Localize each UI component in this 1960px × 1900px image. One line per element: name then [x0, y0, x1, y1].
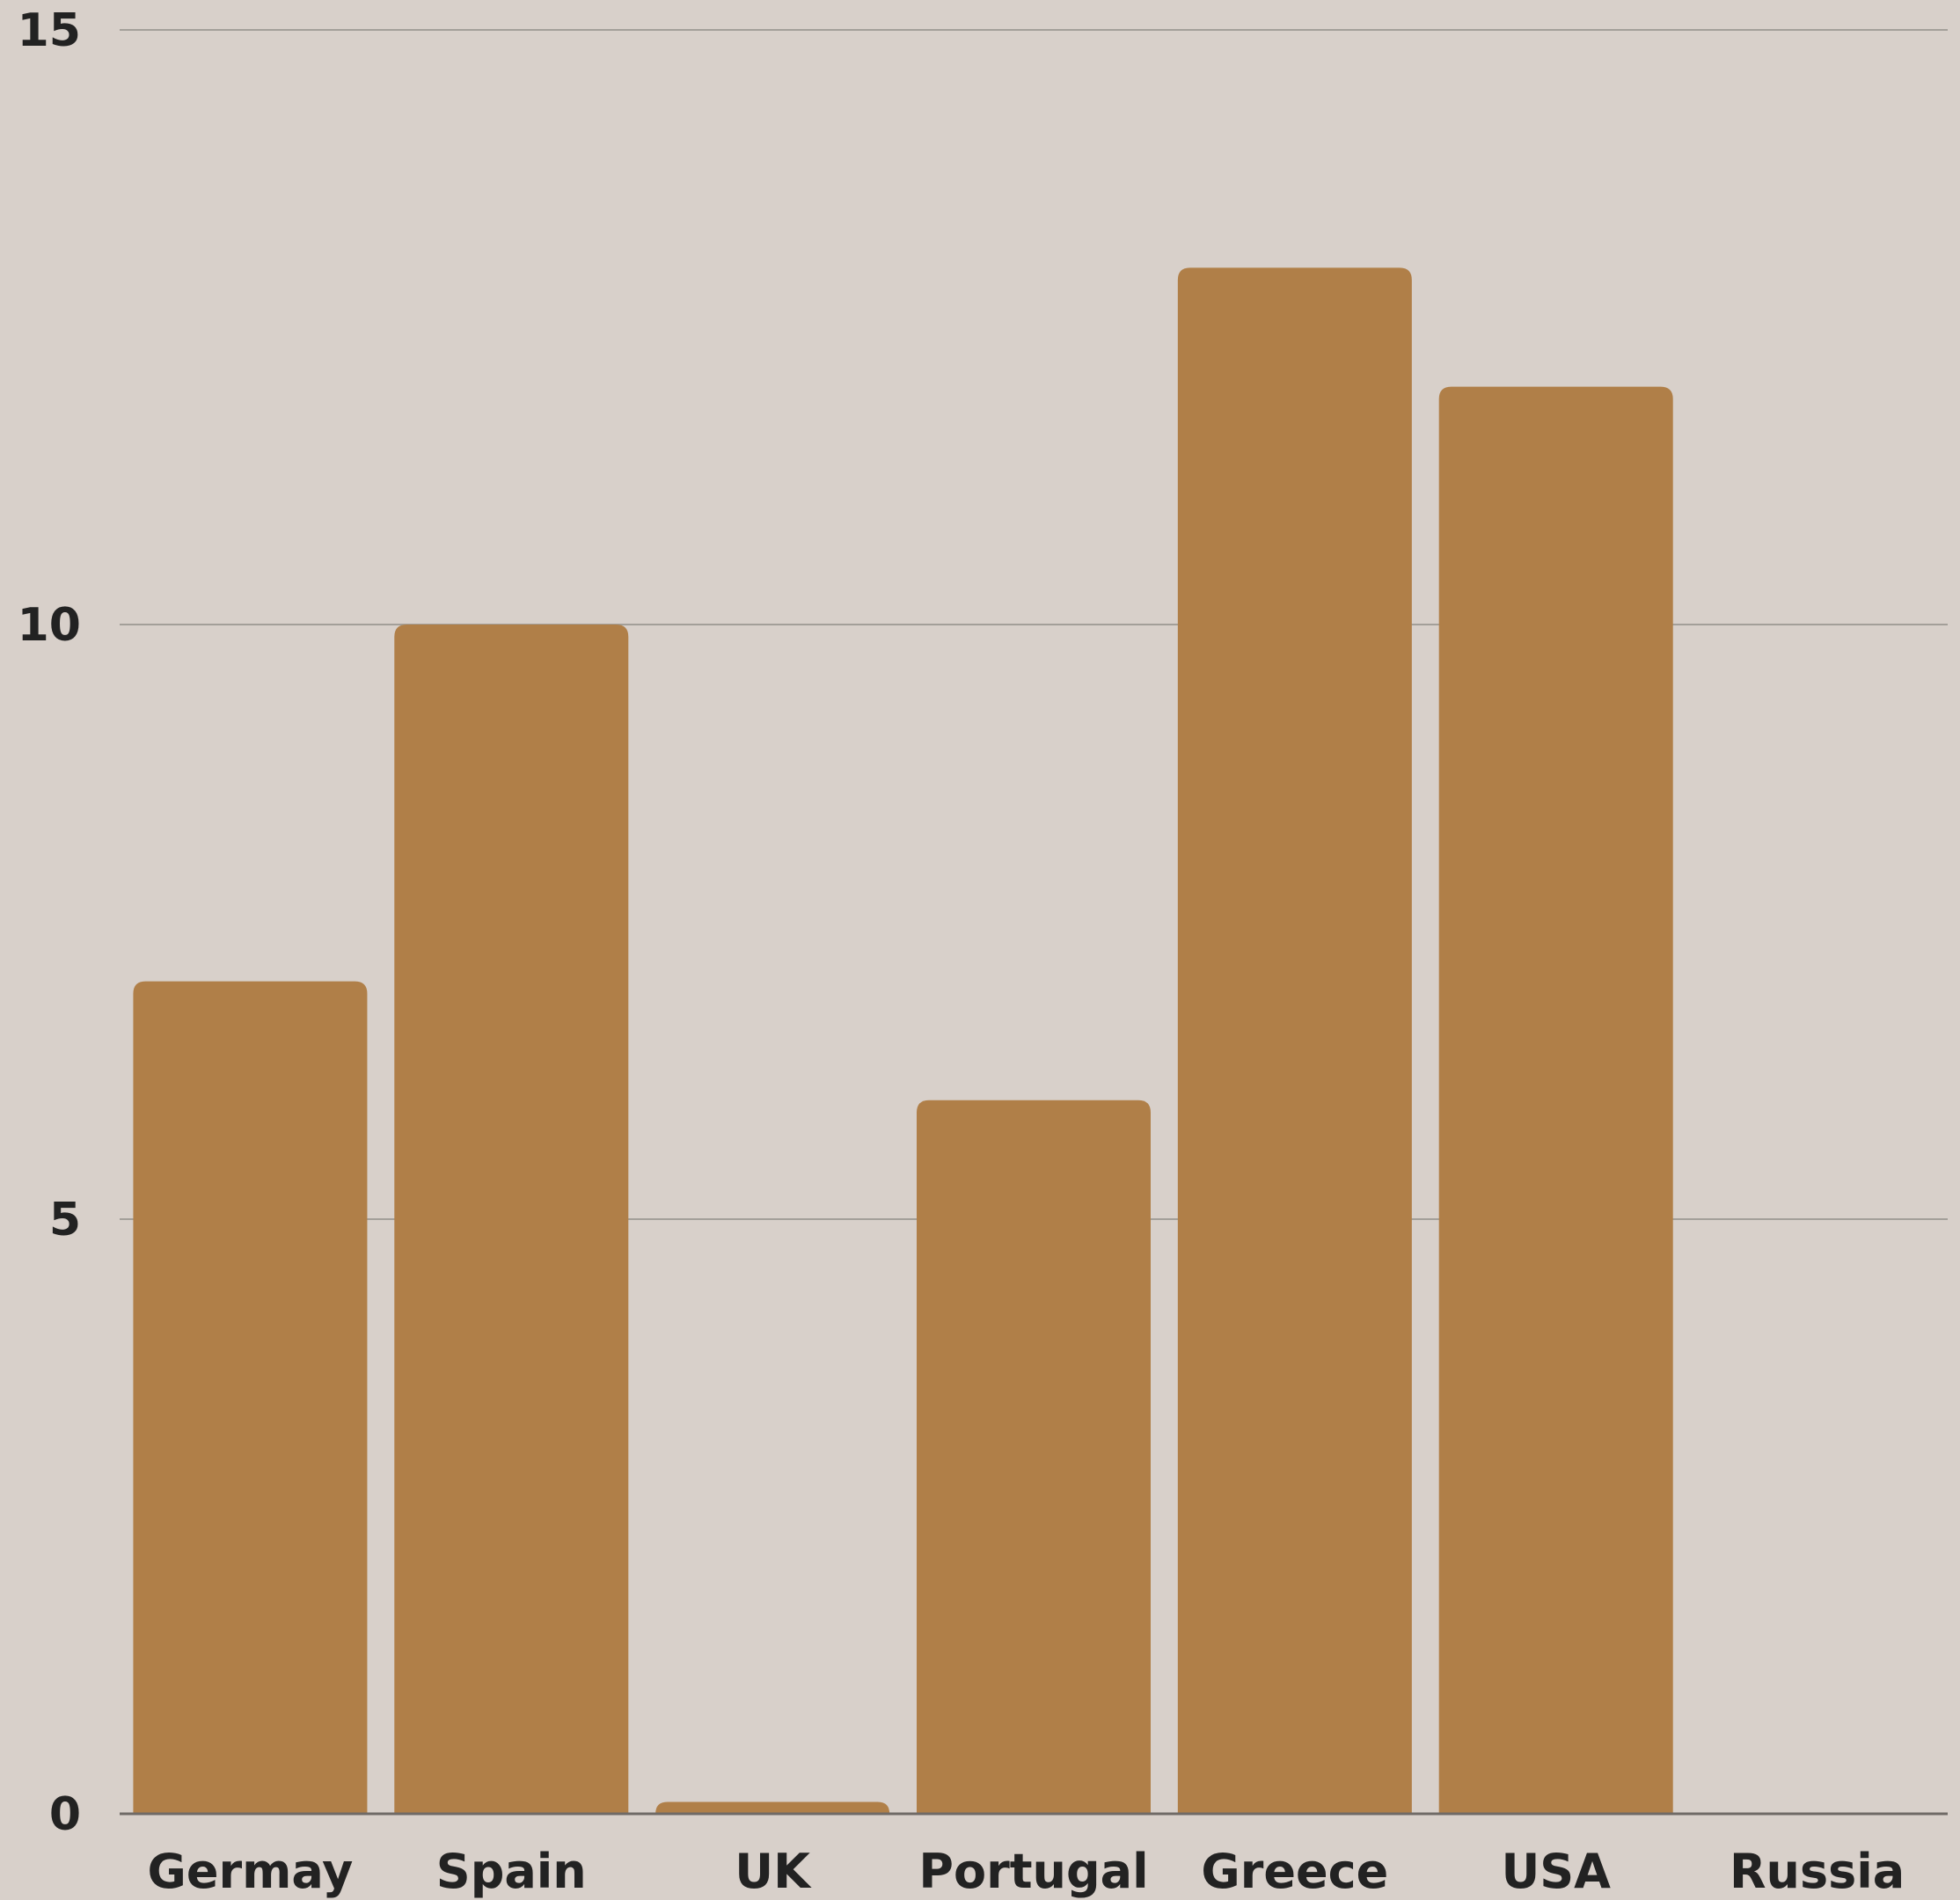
- bar-germay: [133, 981, 368, 1814]
- x-tick-label: Germay: [148, 1844, 354, 1899]
- bar-portugal: [917, 1100, 1151, 1814]
- x-tick-label: Portugal: [918, 1844, 1148, 1899]
- x-tick-label: Russia: [1730, 1844, 1905, 1899]
- y-tick-label: 5: [49, 1194, 81, 1246]
- bar-greece: [1177, 267, 1412, 1814]
- x-tick-label: Spain: [436, 1844, 587, 1899]
- x-tick-labels: Germay Spain UK Portugal Greece USA Russia: [148, 1844, 1905, 1899]
- grid-lines: [120, 29, 1948, 1220]
- x-tick-label: USA: [1501, 1844, 1611, 1899]
- y-tick-label: 15: [18, 4, 81, 57]
- bars: [133, 267, 1673, 1815]
- y-tick-label: 10: [18, 599, 81, 652]
- bar-uk: [655, 1801, 890, 1814]
- bar-usa: [1438, 386, 1673, 1815]
- bar-spain: [394, 625, 629, 1814]
- y-tick-label: 0: [49, 1788, 81, 1841]
- x-tick-label: UK: [735, 1844, 812, 1899]
- y-tick-labels: 0 5 10 15: [18, 4, 81, 1841]
- x-tick-label: Greece: [1201, 1844, 1388, 1899]
